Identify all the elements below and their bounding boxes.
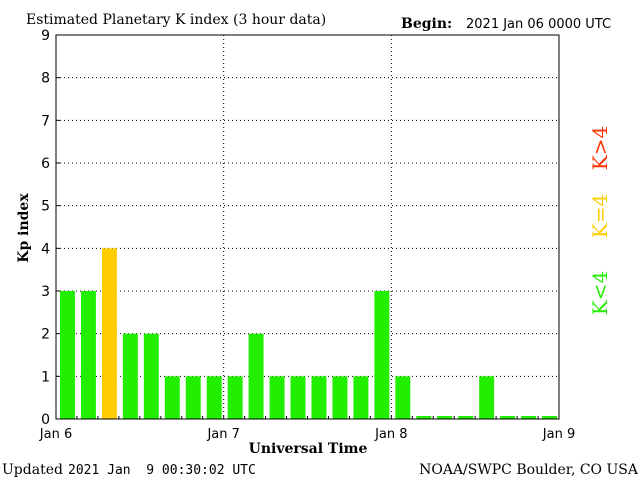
y-tick-labels: 0 1 2 3 4 5 6 7 8 9 [41, 28, 60, 428]
x-tick-label: Jan 6 [39, 427, 72, 442]
kp-bar [374, 291, 390, 419]
x-axis-label: Universal Time [249, 441, 368, 457]
kp-bar [521, 416, 537, 419]
y-axis-label: Kp index [16, 193, 32, 263]
kp-bar [143, 333, 159, 419]
legend-high-label: K>4 [588, 126, 612, 170]
y-tick-label: 3 [41, 284, 50, 300]
kp-bar [416, 416, 432, 419]
kp-bar [458, 416, 474, 419]
y-tick-label: 8 [41, 71, 50, 87]
kp-bar [101, 248, 117, 419]
y-tick-label: 1 [41, 369, 50, 385]
kp-bar [206, 376, 222, 419]
kp-bar [311, 376, 327, 419]
kp-bar [332, 376, 348, 419]
kp-bar [395, 376, 411, 419]
kp-bar [479, 376, 495, 419]
updated-value: 2021 Jan 9 00:30:02 UTC [68, 463, 256, 478]
kp-bar [500, 416, 516, 419]
kp-bar [227, 376, 243, 419]
chart-title: Estimated Planetary K index (3 hour data… [26, 12, 326, 28]
kp-bar [185, 376, 201, 419]
bars [60, 248, 557, 419]
y-tick-label: 6 [41, 156, 50, 172]
begin-value: 2021 Jan 06 0000 UTC [466, 17, 611, 32]
y-tick-label: 9 [41, 28, 50, 44]
y-tick-label: 2 [41, 327, 50, 343]
kp-bar [269, 376, 285, 419]
legend-low-label: K<4 [588, 271, 612, 315]
y-tick-label: 4 [41, 241, 50, 257]
kp-bar [164, 376, 180, 419]
kp-bar [437, 416, 453, 419]
kp-bar [80, 291, 96, 419]
updated-label: Updated [2, 462, 63, 478]
y-tick-label: 0 [41, 412, 50, 428]
y-tick-label: 7 [41, 113, 50, 129]
grid-lines [56, 34, 559, 419]
x-tick-label: Jan 9 [542, 427, 575, 442]
x-tick-labels: Jan 6 Jan 7 Jan 8 Jan 9 [39, 416, 575, 442]
source-credit: NOAA/SWPC Boulder, CO USA [419, 462, 639, 478]
y-tick-label: 5 [41, 199, 50, 215]
kp-bar [542, 416, 557, 419]
kp-bar [290, 376, 306, 419]
x-tick-label: Jan 7 [206, 427, 239, 442]
kp-bar [353, 376, 369, 419]
kp-bar [248, 333, 264, 419]
x-tick-label: Jan 8 [374, 427, 407, 442]
legend-mid-label: K=4 [588, 194, 612, 238]
kp-bar [60, 291, 75, 419]
kp-bar [122, 333, 138, 419]
begin-label: Begin: [401, 16, 452, 32]
